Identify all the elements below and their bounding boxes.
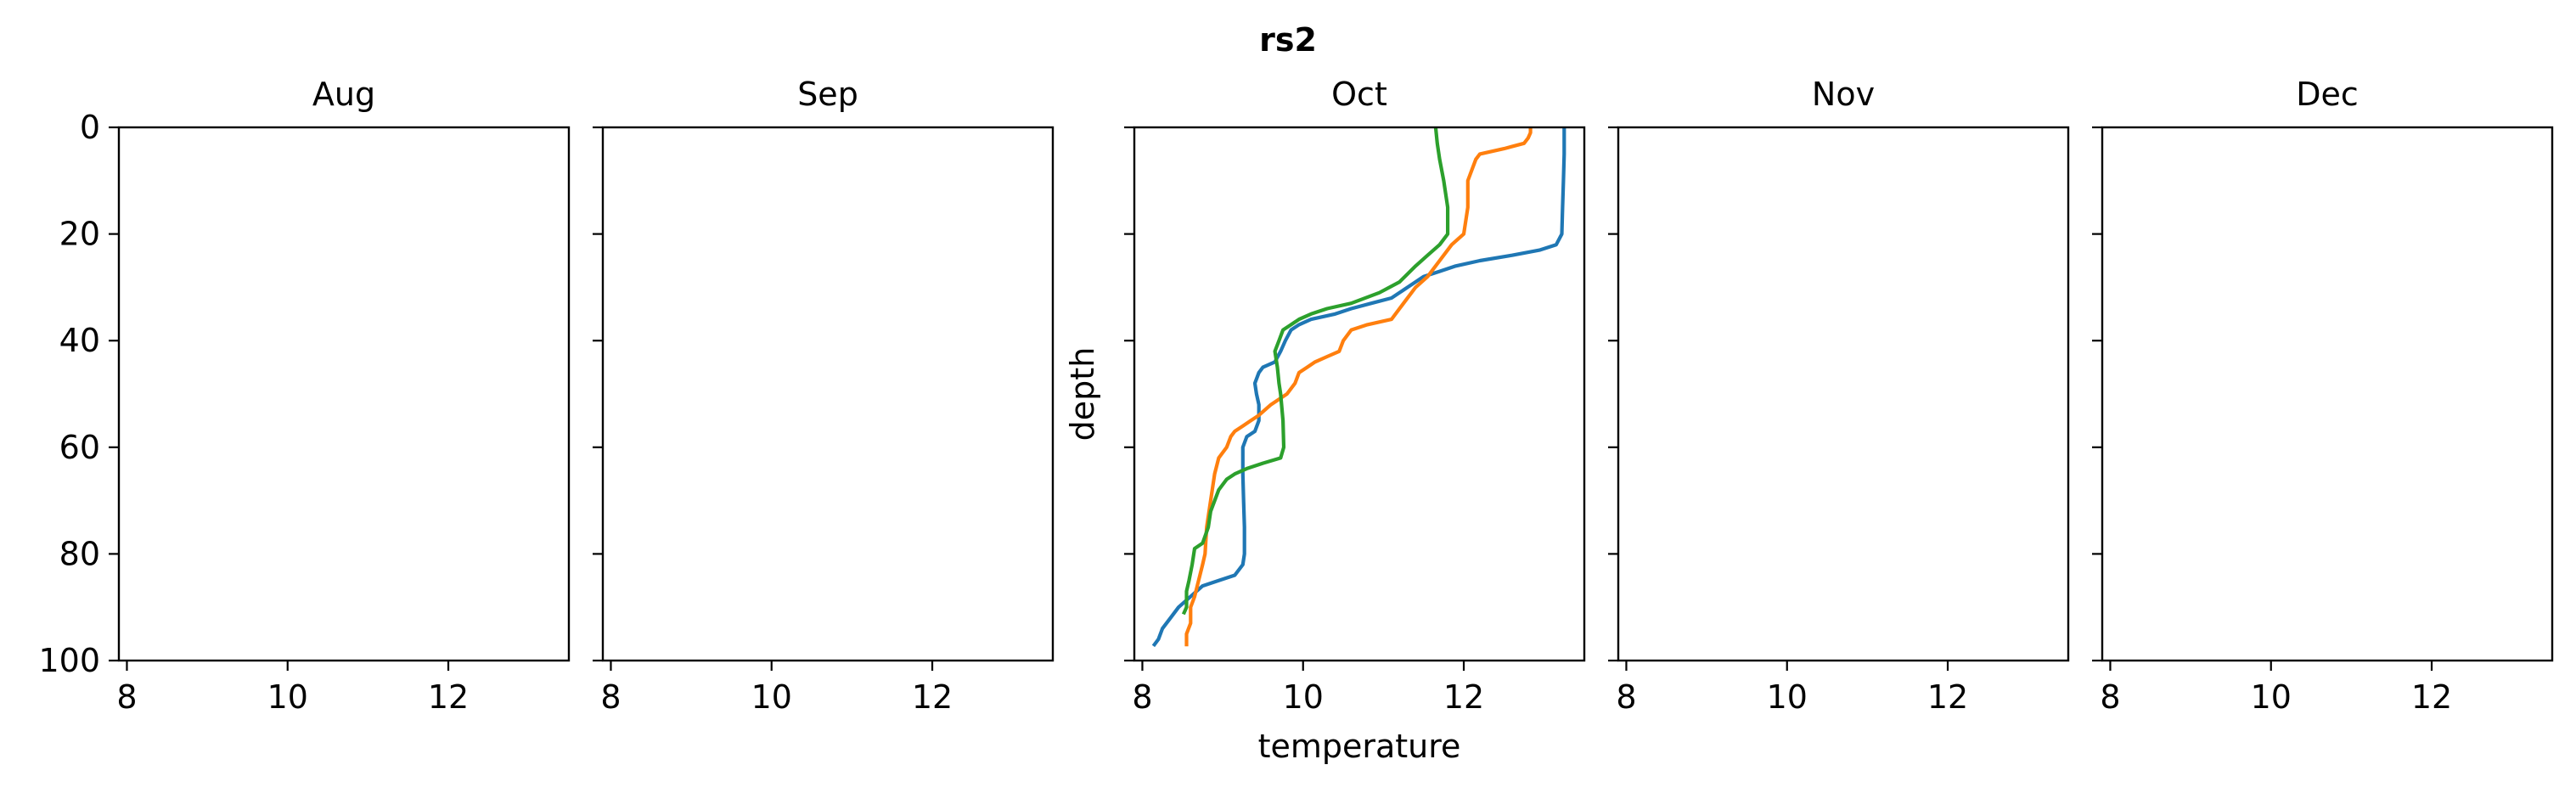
x-tick-label: 8: [116, 678, 137, 716]
panel-title: Oct: [1331, 76, 1387, 113]
axes-frame: [1133, 126, 1586, 662]
subplot-grid: Aug 8 10 12 0 20 40 60 80 100 Sep 8 10 12 Oct 8 10 12 temp…: [38, 76, 2554, 765]
x-tick-label: 12: [428, 678, 469, 716]
axes-frame: [1617, 126, 2070, 662]
y-tick-label: 80: [59, 535, 100, 572]
x-tick-label: 12: [2411, 678, 2452, 716]
x-tick-label: 10: [2251, 678, 2292, 716]
y-tick-label: 20: [59, 216, 100, 253]
x-tick-label: 12: [1927, 678, 1968, 716]
x-tick-label: 10: [267, 678, 308, 716]
y-tick-label: 100: [38, 642, 100, 679]
y-tick-label: 0: [80, 109, 100, 146]
x-tick-label: 10: [1767, 678, 1808, 716]
series-line-3: [1181, 127, 1450, 616]
axes-frame: [117, 126, 571, 662]
x-tick-label: 8: [600, 678, 621, 716]
panel-title: Nov: [1812, 76, 1875, 113]
panel-title: Sep: [797, 76, 858, 113]
panel-nov: Nov 8 10 12: [1608, 76, 2070, 716]
panel-oct: Oct 8 10 12 temperature depth: [1064, 76, 1586, 765]
x-tick-label: 10: [1283, 678, 1324, 716]
x-tick-label: 8: [1132, 678, 1152, 716]
series-line-1: [1151, 127, 1566, 648]
x-tick-label: 8: [1616, 678, 1636, 716]
panel-title: Aug: [312, 76, 375, 113]
figure-title: rs2: [1259, 21, 1317, 59]
y-tick-label: 60: [59, 429, 100, 466]
axes-frame: [2101, 126, 2554, 662]
x-tick-label: 10: [751, 678, 792, 716]
panel-sep: Sep 8 10 12: [593, 76, 1055, 716]
y-axis-label: depth: [1064, 347, 1101, 441]
series-line-2: [1184, 127, 1533, 647]
x-tick-label: 12: [1443, 678, 1484, 716]
axes-frame: [601, 126, 1055, 662]
panel-dec: Dec 8 10 12: [2092, 76, 2554, 716]
panel-aug: Aug 8 10 12 0 20 40 60 80 100: [38, 76, 571, 716]
x-tick-label: 12: [912, 678, 953, 716]
panel-title: Dec: [2296, 76, 2359, 113]
x-tick-label: 8: [2100, 678, 2120, 716]
y-tick-label: 40: [59, 322, 100, 359]
x-axis-label: temperature: [1258, 728, 1461, 765]
